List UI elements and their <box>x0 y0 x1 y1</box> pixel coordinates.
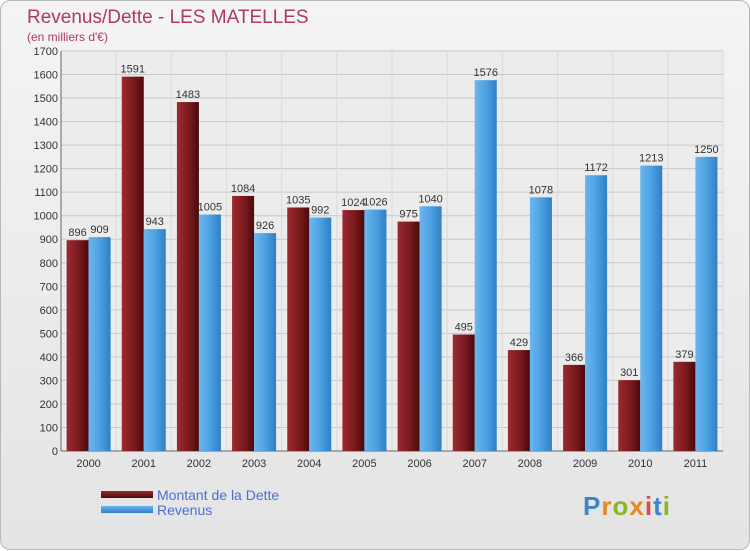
value-label-revenue: 1172 <box>584 162 608 174</box>
value-label-debt: 896 <box>68 227 86 239</box>
proxiti-logo: Proxiti <box>583 491 671 522</box>
bar-debt <box>563 364 586 451</box>
x-tick-label: 2003 <box>242 458 266 470</box>
bar-debt <box>452 334 475 451</box>
x-tick-label: 2011 <box>684 458 708 470</box>
value-label-debt: 379 <box>675 349 693 361</box>
y-tick-label: 1500 <box>34 93 58 105</box>
x-tick-label: 2004 <box>297 458 321 470</box>
y-tick-label: 1100 <box>34 187 58 199</box>
bar-revenue <box>143 229 166 451</box>
bar-revenue <box>88 237 111 451</box>
value-label-debt: 495 <box>455 322 473 334</box>
chart-legend: Montant de la Dette Revenus <box>101 486 280 518</box>
y-tick-label: 100 <box>40 422 58 434</box>
bar-revenue <box>585 175 608 451</box>
x-tick-label: 2000 <box>76 458 100 470</box>
y-tick-label: 400 <box>40 352 58 364</box>
value-label-debt: 975 <box>399 209 417 221</box>
logo-letter: i <box>644 491 654 521</box>
bar-debt <box>66 240 89 451</box>
y-tick-label: 1200 <box>34 164 58 176</box>
legend-swatch-revenue <box>101 506 153 513</box>
logo-letter: t <box>653 491 663 521</box>
value-label-debt: 1035 <box>286 194 310 206</box>
value-label-revenue: 1026 <box>363 197 387 209</box>
logo-letter: P <box>583 491 602 521</box>
value-label-debt: 1483 <box>176 89 200 101</box>
y-tick-label: 1000 <box>34 211 58 223</box>
bar-debt <box>232 195 255 451</box>
x-tick-label: 2008 <box>518 458 542 470</box>
bar-debt <box>618 380 641 451</box>
value-label-debt: 1084 <box>231 183 255 195</box>
bar-revenue <box>419 206 442 451</box>
value-label-revenue: 1576 <box>474 67 498 79</box>
bar-debt <box>287 207 310 451</box>
y-tick-label: 500 <box>40 328 58 340</box>
value-label-revenue: 909 <box>90 224 108 236</box>
bar-debt <box>507 350 530 451</box>
x-tick-label: 2006 <box>407 458 431 470</box>
value-label-debt: 366 <box>565 352 583 364</box>
legend-item-debt: Montant de la Dette <box>101 486 280 503</box>
value-label-revenue: 992 <box>311 205 329 217</box>
x-tick-label: 2002 <box>187 458 211 470</box>
logo-letter: i <box>662 491 671 521</box>
chart-title: Revenus/Dette - LES MATELLES <box>27 7 309 28</box>
y-tick-label: 0 <box>52 446 58 458</box>
x-tick-label: 2007 <box>463 458 487 470</box>
value-label-revenue: 943 <box>146 216 164 228</box>
y-tick-label: 900 <box>40 234 58 246</box>
x-tick-label: 2009 <box>573 458 597 470</box>
logo-letter: o <box>612 491 630 521</box>
bar-revenue <box>309 217 332 451</box>
x-tick-label: 2010 <box>628 458 652 470</box>
y-tick-label: 700 <box>40 281 58 293</box>
value-label-debt: 1591 <box>121 64 145 76</box>
legend-label-debt: Montant de la Dette <box>157 486 280 503</box>
bar-revenue <box>640 165 663 451</box>
y-tick-label: 1700 <box>34 46 58 58</box>
legend-swatch-debt <box>101 491 153 498</box>
bar-debt <box>342 210 365 451</box>
x-tick-label: 2001 <box>132 458 156 470</box>
logo-letter: x <box>629 491 645 521</box>
bar-revenue <box>474 80 497 452</box>
legend-item-revenue: Revenus <box>101 501 279 518</box>
value-label-revenue: 1078 <box>529 184 553 196</box>
bar-revenue <box>254 233 277 451</box>
bar-debt <box>176 102 199 451</box>
y-tick-label: 300 <box>40 375 58 387</box>
value-label-debt: 301 <box>620 367 638 379</box>
bar-revenue <box>198 214 221 451</box>
value-label-revenue: 1250 <box>694 144 718 156</box>
logo-letter: r <box>601 491 613 521</box>
bar-debt <box>121 76 144 451</box>
chart-subtitle: (en milliers d'€) <box>27 30 108 44</box>
bar-revenue <box>364 209 387 451</box>
value-label-debt: 429 <box>510 337 528 349</box>
x-tick-label: 2005 <box>352 458 376 470</box>
value-label-revenue: 1213 <box>639 153 663 165</box>
bar-revenue <box>695 156 718 451</box>
y-tick-label: 1600 <box>34 70 58 82</box>
value-label-revenue: 1005 <box>198 202 222 214</box>
y-tick-label: 800 <box>40 258 58 270</box>
y-tick-label: 1300 <box>34 140 58 152</box>
bar-revenue <box>529 197 552 451</box>
y-tick-label: 600 <box>40 305 58 317</box>
bar-debt <box>673 361 696 451</box>
legend-label-revenue: Revenus <box>157 501 213 518</box>
value-label-debt: 1024 <box>341 197 365 209</box>
value-label-revenue: 1040 <box>418 193 442 205</box>
y-tick-label: 1400 <box>34 117 58 129</box>
value-label-revenue: 926 <box>256 220 274 232</box>
bar-debt <box>397 221 420 451</box>
y-tick-label: 200 <box>40 399 58 411</box>
